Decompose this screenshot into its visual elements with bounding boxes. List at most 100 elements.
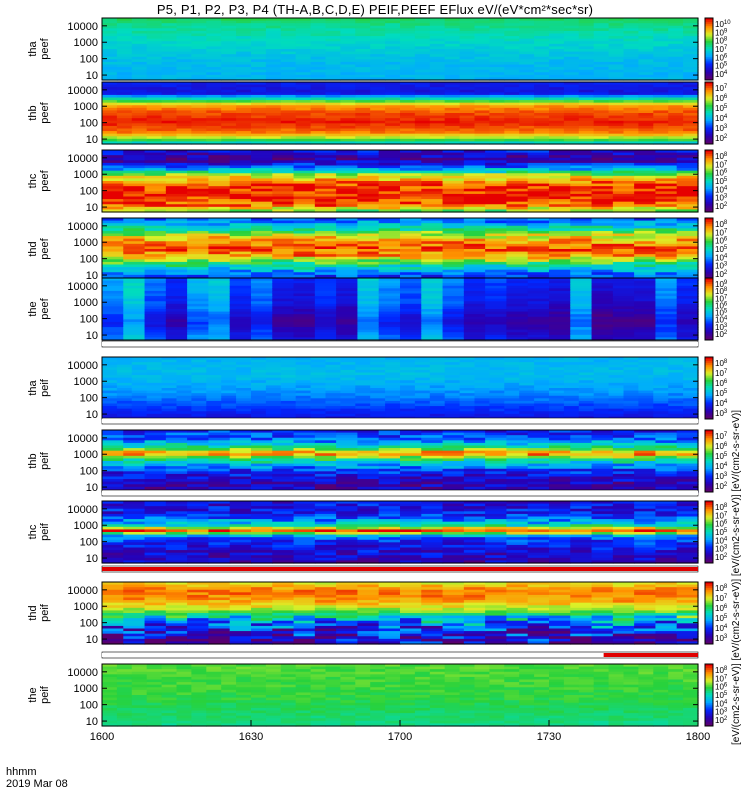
colorbar-cell — [705, 166, 713, 170]
spectrogram-cell — [357, 191, 380, 195]
spectrogram-cell — [459, 49, 476, 53]
spectrogram-cell — [310, 36, 327, 40]
spectrogram-cell — [191, 36, 207, 40]
spectrogram-cell — [676, 274, 699, 279]
spectrogram-cell — [229, 168, 252, 172]
spectrogram-cell — [668, 131, 684, 135]
spectrogram-cell — [146, 49, 163, 53]
spectrogram-cell — [229, 188, 252, 192]
spectrogram-cell — [549, 33, 565, 37]
spectrogram-cell — [549, 321, 571, 326]
spectrogram-cell — [653, 20, 669, 24]
panel-frame — [101, 277, 699, 341]
spectrogram-cell — [265, 408, 282, 412]
spectrogram-cell — [593, 77, 610, 81]
spectrogram-cell — [563, 390, 580, 394]
spectrogram-cell — [357, 283, 380, 287]
spectrogram-cell — [293, 225, 316, 229]
spectrogram-cell — [474, 408, 490, 412]
spectrogram-cell — [570, 155, 593, 159]
spectrogram-cell — [593, 125, 610, 130]
spectrogram-cell — [272, 290, 295, 295]
spectrogram-cell — [229, 296, 252, 300]
spectrogram-cell — [144, 168, 167, 172]
spectrogram-cell — [265, 41, 282, 45]
spectrogram-cell — [442, 186, 465, 190]
spectrogram-cell — [504, 82, 520, 86]
spectrogram-cell — [280, 395, 297, 399]
spectrogram-cell — [444, 388, 461, 392]
spectrogram-cell — [527, 337, 550, 341]
spectrogram-cell — [251, 380, 267, 384]
spectrogram-cell — [165, 155, 188, 159]
spectrogram-cell — [370, 375, 386, 379]
spectrogram-cell — [229, 233, 252, 237]
spectrogram-cell — [357, 225, 380, 229]
spectrogram-cell — [229, 220, 252, 224]
spectrogram-cell — [527, 233, 550, 237]
spectrogram-cell — [634, 238, 657, 242]
spectrogram-cell — [591, 241, 614, 245]
spectrogram-cell — [161, 136, 178, 140]
spectrogram-cell — [421, 251, 444, 255]
spectrogram-cell — [102, 283, 124, 287]
spectrogram-cell — [414, 28, 431, 32]
spectrogram-cell — [378, 251, 401, 255]
spectrogram-cell — [131, 131, 148, 135]
spectrogram-cell — [314, 218, 337, 222]
spectrogram-cell — [378, 230, 401, 235]
spectrogram-cell — [295, 359, 312, 363]
spectrogram-cell — [144, 280, 167, 284]
spectrogram-cell — [146, 372, 163, 376]
spectrogram-cell — [206, 369, 222, 374]
spectrogram-cell — [251, 230, 273, 235]
spectrogram-cell — [370, 395, 386, 399]
spectrogram-cell — [251, 38, 267, 42]
spectrogram-cell — [506, 178, 529, 182]
spectrogram-cell — [414, 136, 431, 140]
spectrogram-cell — [144, 274, 167, 279]
spectrogram-cell — [489, 59, 505, 63]
spectrogram-cell — [251, 411, 267, 415]
spectrogram-cell — [593, 56, 610, 60]
spectrogram-cell — [272, 274, 295, 279]
spectrogram-cell — [591, 206, 614, 211]
spectrogram-cell — [534, 20, 550, 24]
spectrogram-cell — [251, 51, 267, 55]
spectrogram-cell — [459, 54, 476, 58]
spectrogram-cell — [123, 274, 146, 279]
spectrogram-cell — [563, 395, 580, 399]
spectrogram-cell — [400, 115, 416, 119]
spectrogram-cell — [400, 123, 416, 127]
spectrogram-cell — [459, 113, 476, 117]
spectrogram-cell — [429, 59, 446, 63]
spectrogram-cell — [421, 220, 444, 224]
spectrogram-cell — [421, 170, 444, 174]
spectrogram-cell — [370, 72, 386, 76]
spectrogram-cell — [549, 74, 565, 79]
spectrogram-cell — [414, 105, 431, 109]
spectrogram-cell — [102, 329, 124, 333]
spectrogram-cell — [116, 51, 133, 55]
spectrogram-cell — [519, 133, 535, 137]
spectrogram-cell — [221, 54, 237, 58]
spectrogram-cell — [187, 306, 210, 310]
spectrogram-cell — [683, 74, 699, 79]
spectrogram-cell — [265, 113, 282, 117]
spectrogram-cell — [421, 254, 444, 258]
colorbar-cell — [705, 59, 713, 62]
spectrogram-cell — [251, 165, 273, 169]
spectrogram-cell — [474, 28, 490, 32]
spectrogram-cell — [549, 359, 565, 363]
spectrogram-cell — [489, 33, 505, 37]
spectrogram-cell — [519, 43, 535, 48]
spectrogram-cell — [653, 128, 669, 132]
spectrogram-cell — [295, 28, 312, 32]
spectrogram-cell — [251, 201, 273, 205]
spectrogram-cell — [146, 84, 163, 88]
spectrogram-cell — [623, 61, 639, 66]
spectrogram-cell — [102, 188, 124, 192]
spectrogram-cell — [563, 123, 580, 127]
spectrogram-cell — [549, 357, 565, 361]
spectrogram-cell — [116, 388, 133, 392]
